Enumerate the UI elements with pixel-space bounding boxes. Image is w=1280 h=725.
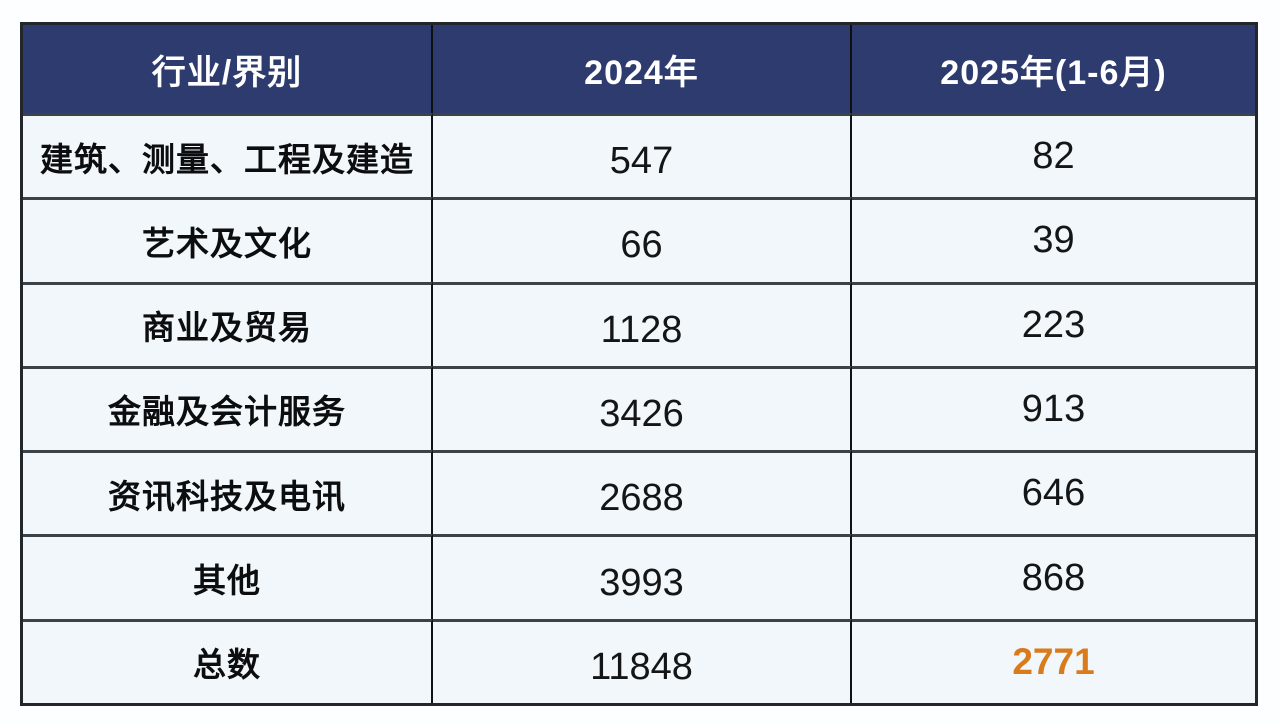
- cell-it-2025: 646: [852, 450, 1255, 535]
- cell-total-2025-highlighted: 2771: [852, 618, 1255, 703]
- cell-construction-2024: 547: [433, 113, 852, 198]
- cell-business-2024: 1128: [433, 281, 852, 366]
- cell-finance-2025: 913: [852, 365, 1255, 451]
- row-label-business-trade: 商业及贸易: [23, 281, 433, 366]
- cell-it-2024: 2688: [433, 450, 852, 535]
- cell-construction-2025: 82: [852, 113, 1255, 198]
- row-label-arts-culture: 艺术及文化: [23, 197, 433, 282]
- column-header-2025: 2025年(1-6月): [852, 25, 1255, 113]
- cell-finance-2024: 3426: [433, 365, 852, 451]
- cell-total-2024: 11848: [433, 618, 852, 703]
- column-header-industry: 行业/界别: [23, 25, 433, 113]
- row-label-finance-accounting: 金融及会计服务: [23, 365, 433, 451]
- industry-sector-table: 行业/界别 2024年 2025年(1-6月) 建筑、测量、工程及建造 547 …: [20, 22, 1258, 706]
- column-header-2024: 2024年: [433, 25, 852, 113]
- row-label-total: 总数: [23, 618, 433, 703]
- row-label-construction: 建筑、测量、工程及建造: [23, 113, 433, 198]
- cell-arts-2025: 39: [852, 197, 1255, 282]
- row-label-others: 其他: [23, 534, 433, 619]
- cell-others-2025: 868: [852, 534, 1255, 619]
- cell-business-2025: 223: [852, 281, 1255, 366]
- cell-others-2024: 3993: [433, 534, 852, 619]
- row-label-it-telecom: 资讯科技及电讯: [23, 450, 433, 535]
- cell-arts-2024: 66: [433, 197, 852, 282]
